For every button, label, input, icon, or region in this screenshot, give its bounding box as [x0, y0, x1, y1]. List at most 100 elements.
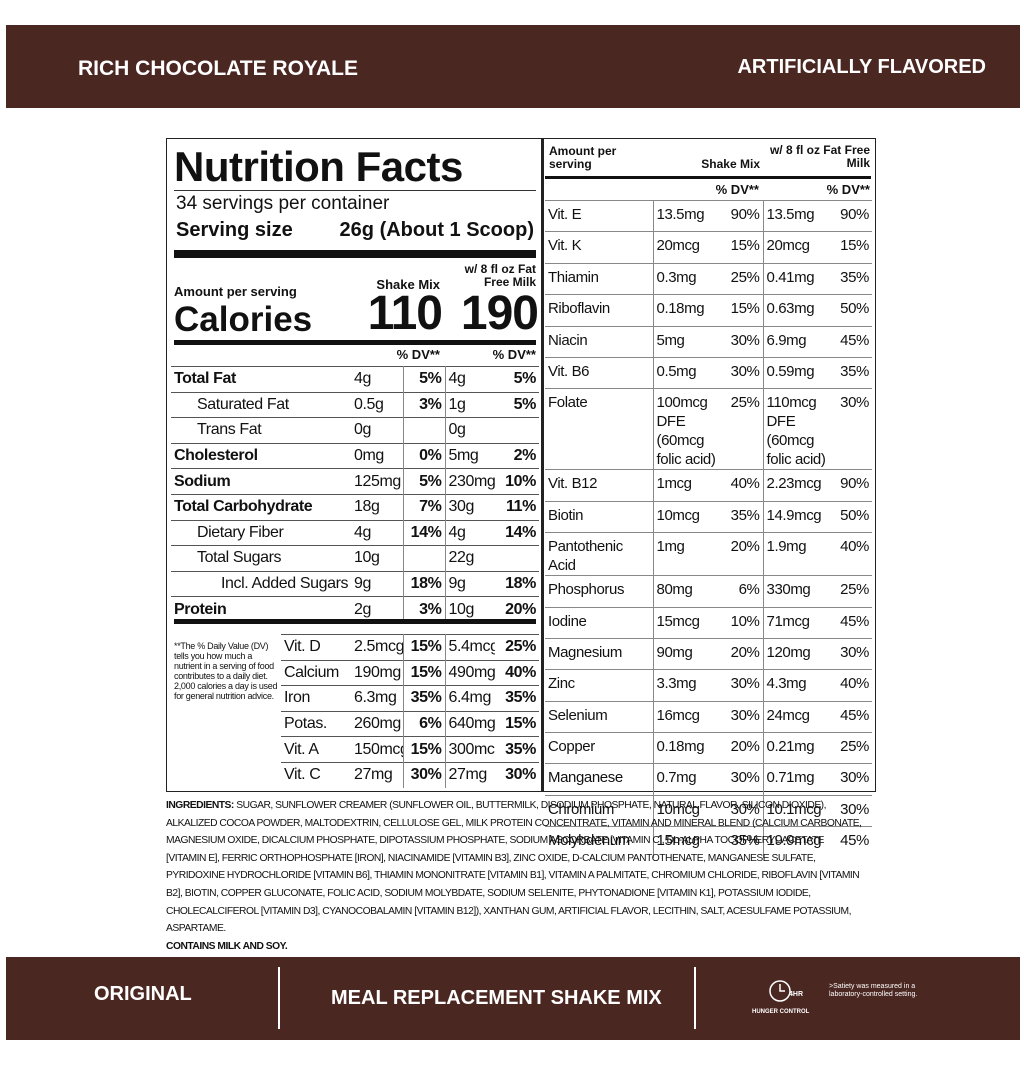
- dv: 25%: [725, 262, 764, 295]
- dv: 45%: [831, 325, 872, 358]
- micro-name: Riboflavin: [545, 294, 654, 327]
- vitamin-name: Potas.: [281, 710, 351, 737]
- header-bar: RICH CHOCOLATE ROYALE ARTIFICIALLY FLAVO…: [6, 25, 1020, 108]
- amount: 330mg: [763, 575, 831, 608]
- amount: 0.18mg: [653, 732, 725, 764]
- amount: 10.1mcg: [763, 794, 831, 827]
- micro-name: Folate: [545, 388, 654, 470]
- row: Chromium 10mcg 30% 10.1mcg 30%: [545, 794, 872, 827]
- amount: 0.21mg: [763, 732, 831, 764]
- dv: 14%: [403, 519, 446, 546]
- micro-name: Niacin: [545, 325, 654, 358]
- amount: 1.9mg: [763, 532, 831, 576]
- row: Saturated Fat 0.5g 3% 1g 5%: [171, 391, 539, 418]
- amount: 9g: [351, 570, 404, 597]
- col-header: Shake Mix: [701, 157, 760, 171]
- dv: 30%: [831, 794, 872, 827]
- micro-name: Magnesium: [545, 637, 654, 670]
- amount: 6.3mg: [351, 685, 404, 712]
- row: Total Carbohydrate 18g 7% 30g 11%: [171, 493, 539, 521]
- dv: 45%: [831, 606, 872, 639]
- footer-note: >Satiety was measured in a laboratory-co…: [829, 983, 918, 998]
- dv: 15%: [403, 659, 446, 686]
- amount: 190mg: [351, 659, 404, 686]
- dv: 20%: [725, 637, 764, 670]
- dv: 40%: [725, 469, 764, 502]
- nutrient-name: Dietary Fiber: [171, 519, 351, 546]
- dv: 3%: [403, 596, 446, 622]
- row: Manganese 0.7mg 30% 0.71mg 30%: [545, 763, 872, 796]
- dv: 30%: [831, 763, 872, 796]
- amount: 4g: [445, 366, 495, 393]
- row: Molybdenum 15mcg 35% 19.9mcg 45%: [545, 826, 872, 858]
- divider: [278, 967, 280, 1029]
- amount: 4.3mg: [763, 669, 831, 702]
- amount: 6.9mg: [763, 325, 831, 358]
- badge: 4HR: [789, 991, 804, 998]
- vitamin-name: Vit. D: [281, 634, 351, 661]
- micro-name: Phosphorus: [545, 575, 654, 608]
- micro-name: Zinc: [545, 669, 654, 702]
- dv: 35%: [725, 826, 764, 858]
- amount: 14.9mcg: [763, 500, 831, 533]
- amount: 15mcg: [653, 606, 725, 639]
- amount: 120mg: [763, 637, 831, 670]
- amount: 27mg: [351, 761, 404, 788]
- amount: 260mg: [351, 710, 404, 737]
- servings: 34 servings per container: [176, 193, 390, 214]
- row: Copper 0.18mg 20% 0.21mg 25%: [545, 732, 872, 764]
- ingredients-label: INGREDIENTS:: [166, 799, 234, 811]
- amount: 16mcg: [653, 700, 725, 733]
- dv-header: % DV**: [492, 347, 536, 362]
- dv-header: % DV**: [826, 182, 870, 197]
- nutrient-name: Saturated Fat: [171, 391, 351, 418]
- flavor-note: ARTIFICIALLY FLAVORED: [737, 56, 986, 78]
- ingredients-text: SUGAR, SUNFLOWER CREAMER (SUNFLOWER OIL,…: [166, 799, 862, 935]
- amount: 19.9mcg: [763, 826, 831, 858]
- dv: 15%: [831, 231, 872, 264]
- dv: [403, 417, 446, 444]
- row: Vit. A150mcg15%300mcg35%: [171, 736, 539, 763]
- dv: 40%: [495, 659, 539, 686]
- amount: 1g: [445, 391, 495, 418]
- dv: 0%: [403, 442, 446, 469]
- amount: 0.18mg: [653, 294, 725, 327]
- dv: 30%: [403, 761, 446, 788]
- clock-icon: [769, 980, 791, 1002]
- nutrient-name: Protein: [171, 596, 351, 622]
- micro-name: Chromium: [545, 794, 654, 827]
- nutrient-name: Total Sugars: [171, 545, 351, 572]
- calories-value: 190: [460, 287, 539, 340]
- dv: 35%: [831, 356, 872, 389]
- amount: 2.5mcg: [351, 634, 404, 661]
- dv: 90%: [831, 469, 872, 502]
- micro-name: Molybdenum: [545, 826, 654, 858]
- dv: 50%: [831, 294, 872, 327]
- row: Dietary Fiber 4g 14% 4g 14%: [171, 519, 539, 546]
- dv: 5%: [495, 366, 539, 393]
- dv: 10%: [495, 468, 539, 495]
- dv: 30%: [831, 637, 872, 670]
- row: Incl. Added Sugars 9g 18% 9g 18%: [171, 570, 539, 597]
- dv: 15%: [725, 294, 764, 327]
- dv: 40%: [831, 669, 872, 702]
- amount: 150mcg: [351, 736, 404, 763]
- amount: 10g: [351, 545, 404, 572]
- amount: 3.3mg: [653, 669, 725, 702]
- rule: [174, 619, 536, 624]
- dv: 35%: [495, 685, 539, 712]
- amount: 0g: [445, 417, 495, 444]
- dv: 14%: [495, 519, 539, 546]
- dv: 25%: [495, 634, 539, 661]
- row: Iodine 15mcg 10% 71mcg 45%: [545, 606, 872, 639]
- calories-value: 110: [367, 287, 443, 340]
- amount: 13.5mg: [653, 199, 725, 232]
- dv: 40%: [831, 532, 872, 576]
- rule: [174, 190, 536, 191]
- dv: 30%: [725, 794, 764, 827]
- amount: 10g: [445, 596, 495, 622]
- amount: 0mg: [351, 442, 404, 469]
- amount: 0.59mg: [763, 356, 831, 389]
- dv: [495, 545, 539, 572]
- divider: [694, 967, 696, 1029]
